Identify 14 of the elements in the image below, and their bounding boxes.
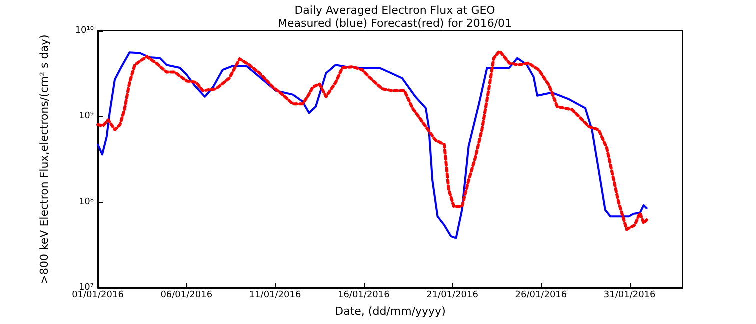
- chart-subtitle: Measured (blue) Forecast(red) for 2016/01: [278, 17, 512, 30]
- y-tick-label: 10¹⁰: [75, 26, 94, 36]
- x-tick-label: 11/01/2016: [249, 290, 302, 300]
- x-tick-label: 16/01/2016: [338, 290, 390, 300]
- y-tick-label: 10⁹: [78, 112, 94, 122]
- chart-title: Daily Averaged Electron Flux at GEO: [294, 4, 496, 17]
- x-tick-label: 21/01/2016: [426, 290, 479, 300]
- x-tick-label: 31/01/2016: [604, 290, 656, 300]
- x-axis-title: Date, (dd/mm/yyyy): [335, 305, 446, 318]
- x-tick-label: 01/01/2016: [72, 290, 124, 300]
- y-axis-title: >800 keV Electron Flux,electrons/(cm² s day): [38, 34, 51, 284]
- x-tick-label: 06/01/2016: [160, 290, 213, 300]
- y-tick-label: 10⁸: [78, 197, 94, 208]
- x-tick-label: 26/01/2016: [515, 290, 568, 300]
